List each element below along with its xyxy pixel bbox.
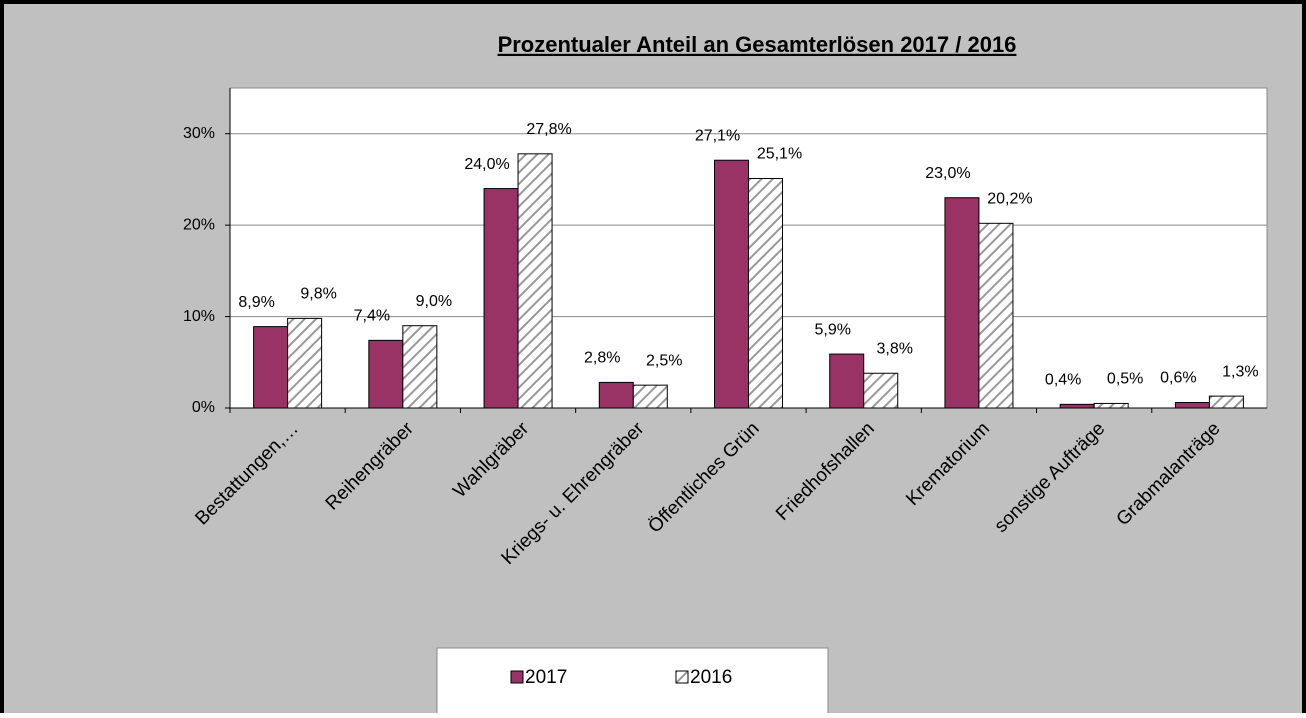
legend-label: 2017 xyxy=(525,667,567,688)
legend-label: 2016 xyxy=(690,667,732,688)
bar xyxy=(402,325,438,409)
value-label: 0,5% xyxy=(1107,371,1143,388)
value-label: 9,0% xyxy=(416,293,452,310)
legend-swatch xyxy=(510,670,524,684)
legend-swatch xyxy=(675,670,689,684)
value-label: 3,8% xyxy=(876,340,912,357)
value-label: 2,8% xyxy=(584,350,620,367)
y-tick-label: 0% xyxy=(192,399,215,416)
bar xyxy=(748,178,783,409)
value-label: 1,3% xyxy=(1222,363,1258,380)
legend xyxy=(436,647,829,718)
y-tick-label: 20% xyxy=(183,216,215,233)
value-label: 25,1% xyxy=(757,146,802,163)
chart-title: Prozentualer Anteil an Gesamterlösen 201… xyxy=(498,32,1017,57)
value-label: 9,8% xyxy=(300,286,336,303)
bar xyxy=(287,317,323,409)
value-label: 0,6% xyxy=(1160,370,1196,387)
value-label: 2,5% xyxy=(646,352,682,369)
bar xyxy=(483,188,519,409)
bar xyxy=(978,222,1014,409)
bar xyxy=(1208,395,1244,409)
value-label: 0,4% xyxy=(1045,372,1081,389)
bar xyxy=(1174,402,1210,409)
bar xyxy=(1059,403,1095,409)
bar xyxy=(944,197,980,409)
bar xyxy=(517,153,553,409)
value-label: 23,0% xyxy=(925,165,970,182)
bar xyxy=(714,159,749,409)
value-label: 5,9% xyxy=(814,321,850,338)
value-label: 27,8% xyxy=(526,121,571,138)
bar xyxy=(829,353,865,409)
value-label: 8,9% xyxy=(238,294,274,311)
bar xyxy=(632,384,668,409)
bar xyxy=(598,381,634,409)
value-label: 27,1% xyxy=(695,127,740,144)
bar xyxy=(863,372,899,409)
bar xyxy=(1093,402,1129,409)
value-label: 7,4% xyxy=(354,308,390,325)
bar xyxy=(368,339,404,409)
bar xyxy=(253,326,289,409)
value-label: 20,2% xyxy=(987,191,1032,208)
y-tick-label: 10% xyxy=(183,308,215,325)
value-label: 24,0% xyxy=(464,156,509,173)
y-tick-label: 30% xyxy=(183,125,215,142)
